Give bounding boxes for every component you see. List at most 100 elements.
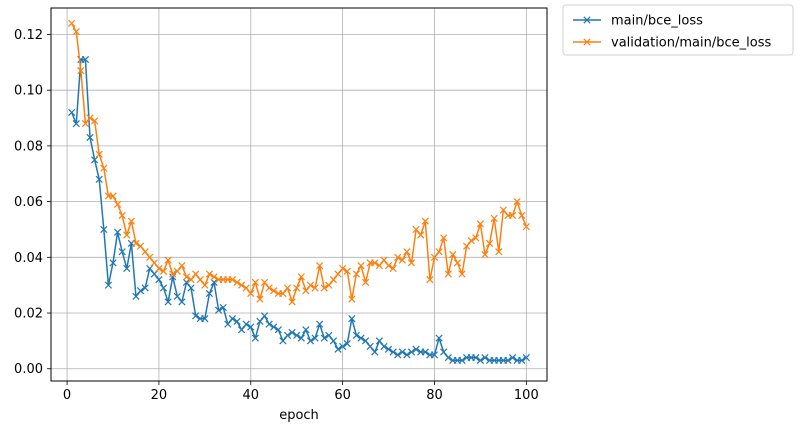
y-axis-ticks: 0.00 0.02 0.04 0.06 0.08 0.10 0.12 — [14, 28, 51, 377]
y-tick-label: 0.02 — [14, 307, 43, 322]
data-point — [265, 284, 273, 292]
data-point — [472, 234, 480, 242]
data-point — [297, 273, 305, 281]
series-line — [71, 22, 528, 303]
legend-label: validation/main/bce_loss — [611, 36, 771, 51]
data-point — [472, 353, 480, 362]
data-point — [518, 211, 526, 220]
data-point — [123, 231, 131, 239]
data-point — [403, 351, 411, 359]
data-point — [334, 270, 342, 278]
data-point — [380, 342, 388, 351]
data-point — [306, 281, 315, 289]
data-point — [123, 264, 131, 273]
data-point — [169, 270, 177, 278]
data-point — [398, 256, 406, 264]
data-point — [77, 67, 85, 75]
y-tick-label: 0.12 — [14, 28, 43, 43]
data-point — [348, 314, 356, 323]
x-axis-ticks: 0 20 40 60 80 100 — [63, 381, 539, 403]
data-point — [389, 348, 397, 356]
data-point — [100, 225, 108, 234]
data-point — [210, 273, 218, 281]
data-point — [481, 250, 489, 259]
data-point — [366, 342, 374, 351]
data-point — [339, 264, 347, 273]
x-tick-label: 0 — [63, 388, 71, 403]
data-point — [173, 267, 181, 275]
data-point — [490, 214, 498, 222]
x-tick-label: 100 — [514, 388, 539, 403]
data-point — [453, 259, 462, 267]
data-point — [357, 334, 365, 342]
y-tick-label: 0.10 — [14, 84, 43, 99]
legend: main/bce_loss validation/main/bce_loss — [562, 4, 794, 56]
data-point — [380, 256, 388, 264]
data-point — [146, 264, 154, 273]
series-validation-bce-loss — [68, 19, 530, 306]
data-point — [251, 334, 259, 342]
data-point — [435, 334, 443, 342]
data-point — [205, 270, 214, 278]
data-point — [182, 273, 191, 281]
data-point — [495, 248, 503, 256]
data-point — [100, 164, 108, 172]
data-point — [95, 150, 103, 158]
x-tick-label: 80 — [426, 388, 443, 403]
data-point — [109, 192, 117, 200]
data-point — [215, 306, 223, 314]
data-point — [81, 119, 90, 128]
data-point — [270, 323, 278, 331]
data-point — [440, 348, 448, 356]
series-main-bce-loss — [68, 55, 530, 365]
data-point — [293, 284, 301, 292]
data-point — [499, 206, 507, 214]
data-point — [334, 345, 342, 353]
data-point — [481, 353, 489, 362]
data-point — [444, 270, 452, 278]
data-point — [159, 267, 168, 275]
data-point — [228, 275, 237, 284]
data-point — [311, 284, 319, 292]
legend-label: main/bce_loss — [611, 14, 703, 29]
data-point — [91, 156, 99, 164]
data-point — [155, 275, 163, 284]
data-point — [288, 328, 296, 337]
data-point — [141, 248, 149, 256]
data-point — [403, 248, 411, 256]
data-point — [182, 278, 191, 287]
data-point — [352, 270, 361, 278]
data-point — [242, 284, 250, 292]
data-point — [467, 236, 475, 245]
data-point — [444, 353, 452, 362]
data-point — [256, 317, 264, 326]
data-point — [440, 234, 448, 242]
data-point — [485, 239, 494, 248]
data-point — [150, 270, 158, 278]
series-line — [70, 58, 527, 362]
data-point — [132, 292, 140, 300]
data-point — [325, 331, 333, 339]
plot-frame — [50, 7, 548, 382]
data-point — [361, 278, 370, 287]
data-point — [311, 334, 319, 342]
data-point — [384, 345, 393, 353]
data-point — [118, 248, 126, 256]
data-point — [201, 314, 209, 323]
data-point — [150, 259, 158, 267]
data-point — [288, 298, 296, 306]
data-point — [118, 211, 126, 220]
data-point — [352, 331, 361, 339]
data-point — [412, 225, 420, 234]
data-point — [476, 356, 485, 365]
x-axis-label: epoch — [279, 408, 319, 423]
data-point — [164, 256, 172, 264]
data-point — [260, 278, 269, 287]
data-point — [210, 278, 218, 287]
data-point — [293, 331, 301, 339]
data-point — [316, 262, 324, 270]
legend-marker — [583, 38, 591, 46]
data-point — [113, 200, 122, 209]
data-point — [375, 262, 383, 270]
